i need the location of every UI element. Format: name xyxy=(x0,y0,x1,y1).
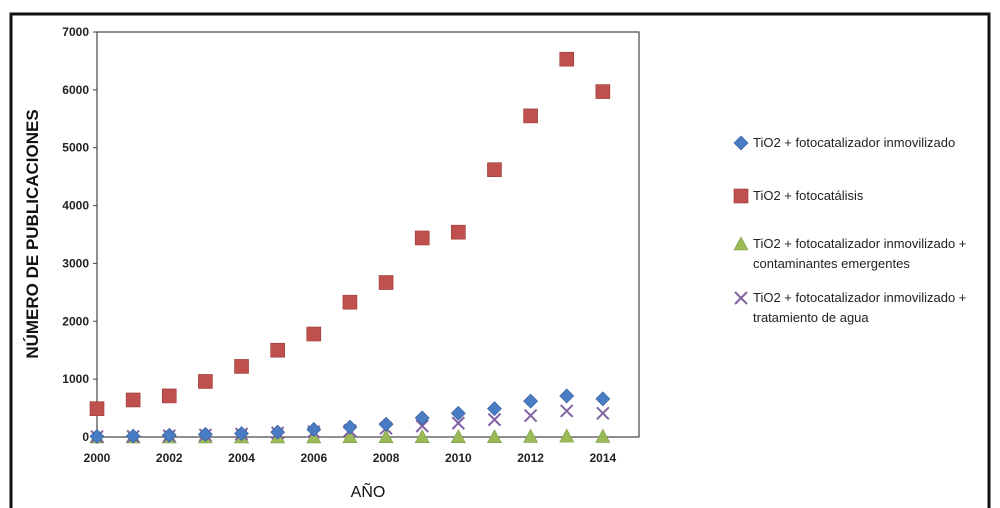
legend-marker-square xyxy=(733,188,749,204)
point-triangle xyxy=(450,429,466,444)
x-axis-ticks: 2000 2002 2004 2006 2008 2010 2012 2014 xyxy=(84,437,617,465)
point-square xyxy=(414,230,430,246)
x-axis-title: AÑO xyxy=(351,481,386,501)
point-square xyxy=(270,342,285,358)
point-square xyxy=(487,162,502,177)
point-x xyxy=(596,406,610,420)
legend-marker-triangle xyxy=(733,236,749,251)
y-tick-label: 7000 xyxy=(62,25,89,39)
point-diamond xyxy=(306,422,322,437)
legend-label: TiO2 + fotocatalizador inmovilizado + xyxy=(753,290,966,305)
point-square xyxy=(306,326,322,342)
y-axis-title: NÚMERO DE PUBLICACIONES xyxy=(23,109,42,358)
point-square xyxy=(559,51,575,67)
x-tick-label: 2002 xyxy=(156,451,183,465)
point-diamond xyxy=(414,410,430,426)
x-tick-label: 2000 xyxy=(84,451,111,465)
legend-item: TiO2 + fotocatalizador inmovilizado + con… xyxy=(733,236,966,271)
point-triangle xyxy=(523,428,539,443)
point-diamond xyxy=(161,427,177,443)
legend-label: TiO2 + fotocatalizador inmovilizado + xyxy=(753,236,966,251)
point-diamond xyxy=(378,416,394,432)
x-tick-label: 2008 xyxy=(373,451,400,465)
point-diamond xyxy=(559,388,575,404)
point-x xyxy=(451,416,466,430)
point-triangle xyxy=(342,429,358,444)
x-tick-label: 2012 xyxy=(517,451,544,465)
legend-label: tratamiento de agua xyxy=(753,310,869,325)
point-x xyxy=(487,412,502,427)
y-tick-label: 2000 xyxy=(62,314,89,328)
point-diamond xyxy=(487,401,502,417)
legend-marker-diamond xyxy=(733,135,749,151)
point-diamond xyxy=(450,405,466,421)
legend-marker-x xyxy=(734,291,748,305)
point-square xyxy=(161,388,177,404)
x-tick-label: 2006 xyxy=(300,451,327,465)
point-square xyxy=(89,401,105,416)
point-diamond xyxy=(270,424,286,440)
point-x xyxy=(560,404,574,418)
point-diamond xyxy=(595,391,611,407)
legend-label: TiO2 + fotocatálisis xyxy=(753,188,864,203)
y-tick-label: 6000 xyxy=(62,83,89,97)
legend-item: TiO2 + fotocatálisis xyxy=(733,188,864,204)
legend-label: contaminantes emergentes xyxy=(753,256,910,271)
legend-item: TiO2 + fotocatalizador inmovilizado xyxy=(733,135,955,151)
outer-border xyxy=(9,12,991,508)
point-diamond xyxy=(342,419,358,435)
y-tick-label: 1000 xyxy=(62,372,89,386)
point-square xyxy=(125,392,141,408)
point-diamond xyxy=(197,426,213,442)
y-tick-label: 0 xyxy=(82,430,89,444)
point-diamond xyxy=(523,393,539,409)
legend-label: TiO2 + fotocatalizador inmovilizado xyxy=(753,135,955,150)
x-tick-label: 2014 xyxy=(590,451,617,465)
legend-item: TiO2 + fotocatalizador inmovilizado + tra… xyxy=(734,290,966,325)
point-square xyxy=(198,374,213,389)
point-triangle xyxy=(595,428,611,443)
y-tick-label: 5000 xyxy=(62,141,89,155)
legend: TiO2 + fotocatalizador inmovilizado TiO2 … xyxy=(733,135,966,325)
point-square xyxy=(595,84,611,99)
point-triangle xyxy=(378,429,394,444)
x-tick-label: 2010 xyxy=(445,451,472,465)
y-axis-ticks: 0 1000 2000 3000 4000 5000 6000 7000 xyxy=(62,25,97,444)
y-tick-label: 3000 xyxy=(62,256,89,270)
x-tick-label: 2004 xyxy=(228,451,255,465)
data-points xyxy=(89,51,611,444)
point-triangle xyxy=(486,429,502,444)
point-diamond xyxy=(234,426,249,441)
point-square xyxy=(378,275,394,290)
point-x xyxy=(415,419,429,433)
point-diamond xyxy=(125,428,141,444)
point-square xyxy=(234,359,249,374)
y-tick-label: 4000 xyxy=(62,199,89,213)
point-square xyxy=(342,294,358,310)
point-square xyxy=(523,108,538,124)
point-triangle xyxy=(414,429,430,444)
point-diamond xyxy=(89,428,105,444)
point-square xyxy=(451,224,466,240)
plot-area xyxy=(96,31,640,438)
point-x xyxy=(523,408,538,423)
point-triangle xyxy=(559,428,575,443)
